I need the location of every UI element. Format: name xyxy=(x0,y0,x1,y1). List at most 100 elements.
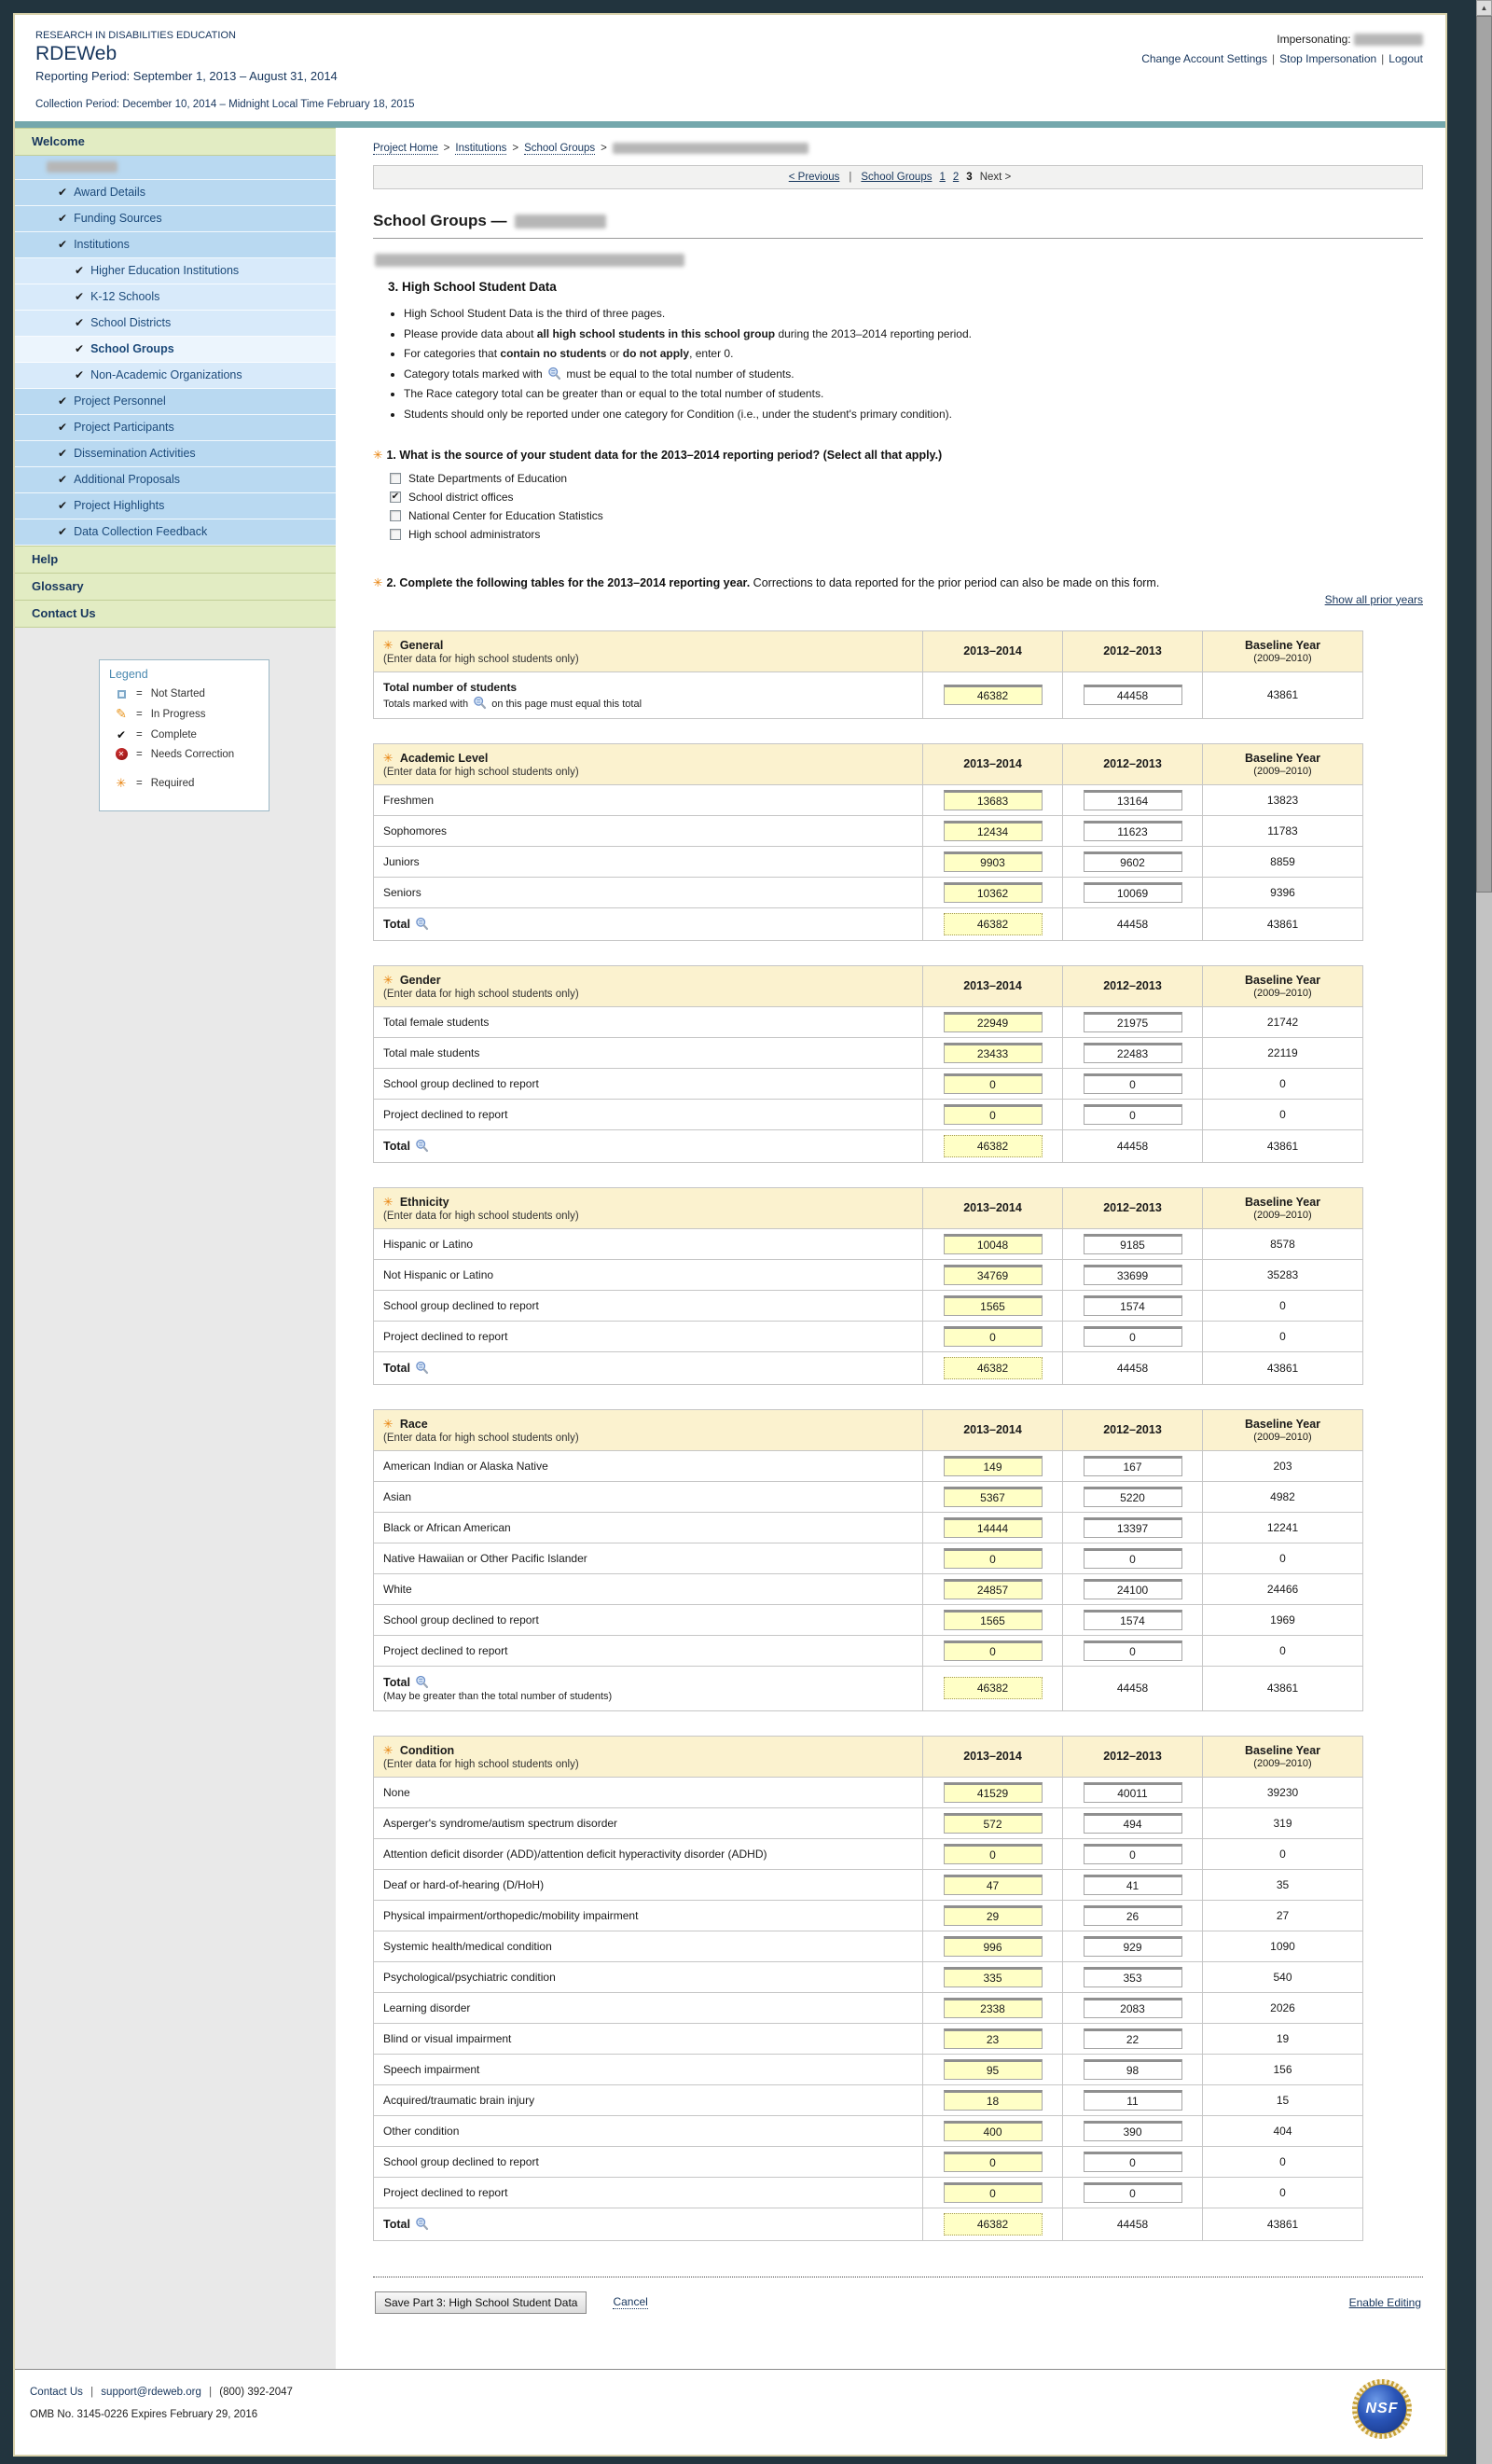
input-2013-2014-speech-impairment[interactable] xyxy=(943,2058,1043,2080)
input-2013-2014-project-declined-to-report[interactable] xyxy=(943,1103,1043,1125)
checkbox-school-district-offices[interactable]: ✔ xyxy=(390,491,401,503)
breadcrumb-school-groups-link[interactable]: School Groups xyxy=(524,143,596,156)
input-2013-2014-juniors[interactable] xyxy=(943,851,1043,872)
input-2013-2014-deaf-or-hard-of-hearing-d-hoh[interactable] xyxy=(943,1874,1043,1895)
option-national-center-for-education-statistics[interactable]: National Center for Education Statistics xyxy=(390,509,1423,522)
sidebar-item-school-groups[interactable]: ✔ School Groups xyxy=(15,337,336,363)
sidebar-item-project-highlights[interactable]: ✔ Project Highlights xyxy=(15,493,336,519)
checkbox-national-center-for-education-statistics[interactable] xyxy=(390,509,401,521)
logout-link[interactable]: Logout xyxy=(1388,52,1423,66)
input-2012-2013-total-male-students[interactable] xyxy=(1083,1042,1182,1063)
save-button[interactable]: Save Part 3: High School Student Data xyxy=(375,2291,587,2314)
option-high-school-administrators[interactable]: High school administrators xyxy=(390,528,1423,541)
checkbox-state-departments-of-education[interactable] xyxy=(390,472,401,484)
input-2012-2013-blind-or-visual-impairment[interactable] xyxy=(1083,2028,1182,2049)
input-2012-2013-native-hawaiian-or-other-pacific-islander[interactable] xyxy=(1083,1547,1182,1569)
input-2012-2013-black-or-african-american[interactable] xyxy=(1083,1516,1182,1538)
input-2013-2014-project-declined-to-report[interactable] xyxy=(943,1325,1043,1347)
input-2012-2013-project-declined-to-report[interactable] xyxy=(1083,1640,1182,1661)
input-2013-2014-hispanic-or-latino[interactable] xyxy=(943,1233,1043,1254)
input-2012-2013-white[interactable] xyxy=(1083,1578,1182,1599)
input-2012-2013-juniors[interactable] xyxy=(1083,851,1182,872)
sidebar-item-redacted[interactable] xyxy=(15,156,336,180)
input-2012-2013-psychological-psychiatric-condition[interactable] xyxy=(1083,1966,1182,1987)
input-2013-2014-none[interactable] xyxy=(943,1781,1043,1803)
next-page-link[interactable]: Next > xyxy=(979,172,1012,184)
input-2012-2013-freshmen[interactable] xyxy=(1083,789,1182,810)
sidebar-item-project-participants[interactable]: ✔ Project Participants xyxy=(15,415,336,441)
previous-page-link[interactable]: < Previous xyxy=(788,172,840,184)
sidebar-item-additional-proposals[interactable]: ✔ Additional Proposals xyxy=(15,467,336,493)
sidebar-item-welcome[interactable]: Welcome xyxy=(15,128,336,156)
input-2012-2013-project-declined-to-report[interactable] xyxy=(1083,1103,1182,1125)
input-2013-2014-blind-or-visual-impairment[interactable] xyxy=(943,2028,1043,2049)
input-2012-2013-seniors[interactable] xyxy=(1083,881,1182,903)
input-2012-2013-sophomores[interactable] xyxy=(1083,820,1182,841)
input-2013-2014-total-number-of-students[interactable] xyxy=(943,685,1043,706)
input-2013-2014-black-or-african-american[interactable] xyxy=(943,1516,1043,1538)
input-2013-2014-seniors[interactable] xyxy=(943,881,1043,903)
input-2012-2013-not-hispanic-or-latino[interactable] xyxy=(1083,1264,1182,1285)
input-2012-2013-attention-deficit-disorder-add-attention-deficit-hyperactivity-disorder-adhd[interactable] xyxy=(1083,1843,1182,1864)
input-2013-2014-school-group-declined-to-report[interactable] xyxy=(943,1294,1043,1316)
input-2013-2014-asian[interactable] xyxy=(943,1486,1043,1507)
input-2012-2013-other-condition[interactable] xyxy=(1083,2120,1182,2141)
sidebar-item-non-academic-organizations[interactable]: ✔ Non-Academic Organizations xyxy=(15,363,336,389)
sidebar-item-higher-education-institutions[interactable]: ✔ Higher Education Institutions xyxy=(15,258,336,284)
page-1-link[interactable]: 1 xyxy=(939,172,946,184)
support-email-link[interactable]: support@rdeweb.org xyxy=(101,2387,201,2398)
sidebar-item-glossary[interactable]: Glossary xyxy=(15,574,336,601)
input-2012-2013-systemic-health-medical-condition[interactable] xyxy=(1083,1935,1182,1957)
input-2013-2014-asperger-s-syndrome-autism-spectrum-disorder[interactable] xyxy=(943,1812,1043,1834)
sidebar-item-dissemination-activities[interactable]: ✔ Dissemination Activities xyxy=(15,441,336,467)
input-2013-2014-native-hawaiian-or-other-pacific-islander[interactable] xyxy=(943,1547,1043,1569)
input-2013-2014-total-male-students[interactable] xyxy=(943,1042,1043,1063)
stop-impersonation-link[interactable]: Stop Impersonation xyxy=(1279,52,1377,66)
input-2013-2014-other-condition[interactable] xyxy=(943,2120,1043,2141)
input-2013-2014-not-hispanic-or-latino[interactable] xyxy=(943,1264,1043,1285)
show-all-prior-years-link[interactable]: Show all prior years xyxy=(1324,592,1423,606)
sidebar-item-project-personnel[interactable]: ✔ Project Personnel xyxy=(15,389,336,415)
input-2013-2014-project-declined-to-report[interactable] xyxy=(943,1640,1043,1661)
input-2012-2013-project-declined-to-report[interactable] xyxy=(1083,1325,1182,1347)
page-2-link[interactable]: 2 xyxy=(952,172,960,184)
input-2013-2014-learning-disorder[interactable] xyxy=(943,1997,1043,2018)
input-2012-2013-learning-disorder[interactable] xyxy=(1083,1997,1182,2018)
sidebar-item-data-collection-feedback[interactable]: ✔ Data Collection Feedback xyxy=(15,519,336,546)
sidebar-item-school-districts[interactable]: ✔ School Districts xyxy=(15,311,336,337)
input-2013-2014-school-group-declined-to-report[interactable] xyxy=(943,1609,1043,1630)
sidebar-item-award-details[interactable]: ✔ Award Details xyxy=(15,180,336,206)
input-2013-2014-school-group-declined-to-report[interactable] xyxy=(943,1073,1043,1094)
scrollbar-thumb[interactable] xyxy=(1476,16,1492,893)
breadcrumb-project-home-link[interactable]: Project Home xyxy=(373,143,438,156)
breadcrumb-institutions-link[interactable]: Institutions xyxy=(455,143,507,156)
sidebar-item-help[interactable]: Help xyxy=(15,546,336,574)
input-2013-2014-sophomores[interactable] xyxy=(943,820,1043,841)
input-2012-2013-total-number-of-students[interactable] xyxy=(1083,685,1182,706)
input-2013-2014-total-female-students[interactable] xyxy=(943,1011,1043,1032)
school-groups-pager-link[interactable]: School Groups xyxy=(861,172,932,184)
sidebar-item-funding-sources[interactable]: ✔ Funding Sources xyxy=(15,206,336,232)
input-2012-2013-school-group-declined-to-report[interactable] xyxy=(1083,2151,1182,2172)
sidebar-item-k-12-schools[interactable]: ✔ K-12 Schools xyxy=(15,284,336,311)
input-2012-2013-school-group-declined-to-report[interactable] xyxy=(1083,1073,1182,1094)
option-school-district-offices[interactable]: ✔ School district offices xyxy=(390,491,1423,504)
input-2013-2014-attention-deficit-disorder-add-attention-deficit-hyperactivity-disorder-adhd[interactable] xyxy=(943,1843,1043,1864)
contact-us-link[interactable]: Contact Us xyxy=(30,2387,83,2398)
input-2012-2013-none[interactable] xyxy=(1083,1781,1182,1803)
enable-editing-link[interactable]: Enable Editing xyxy=(1348,2295,1421,2309)
input-2012-2013-speech-impairment[interactable] xyxy=(1083,2058,1182,2080)
input-2013-2014-psychological-psychiatric-condition[interactable] xyxy=(943,1966,1043,1987)
input-2013-2014-systemic-health-medical-condition[interactable] xyxy=(943,1935,1043,1957)
input-2012-2013-total-female-students[interactable] xyxy=(1083,1011,1182,1032)
input-2013-2014-project-declined-to-report[interactable] xyxy=(943,2181,1043,2203)
browser-scrollbar[interactable]: ▲ xyxy=(1476,0,1492,2464)
change-account-settings-link[interactable]: Change Account Settings xyxy=(1141,52,1267,66)
sidebar-item-institutions[interactable]: ✔ Institutions xyxy=(15,232,336,258)
input-2013-2014-school-group-declined-to-report[interactable] xyxy=(943,2151,1043,2172)
input-2012-2013-physical-impairment-orthopedic-mobility-impairment[interactable] xyxy=(1083,1904,1182,1926)
input-2013-2014-white[interactable] xyxy=(943,1578,1043,1599)
input-2012-2013-project-declined-to-report[interactable] xyxy=(1083,2181,1182,2203)
option-state-departments-of-education[interactable]: State Departments of Education xyxy=(390,472,1423,485)
input-2012-2013-asperger-s-syndrome-autism-spectrum-disorder[interactable] xyxy=(1083,1812,1182,1834)
